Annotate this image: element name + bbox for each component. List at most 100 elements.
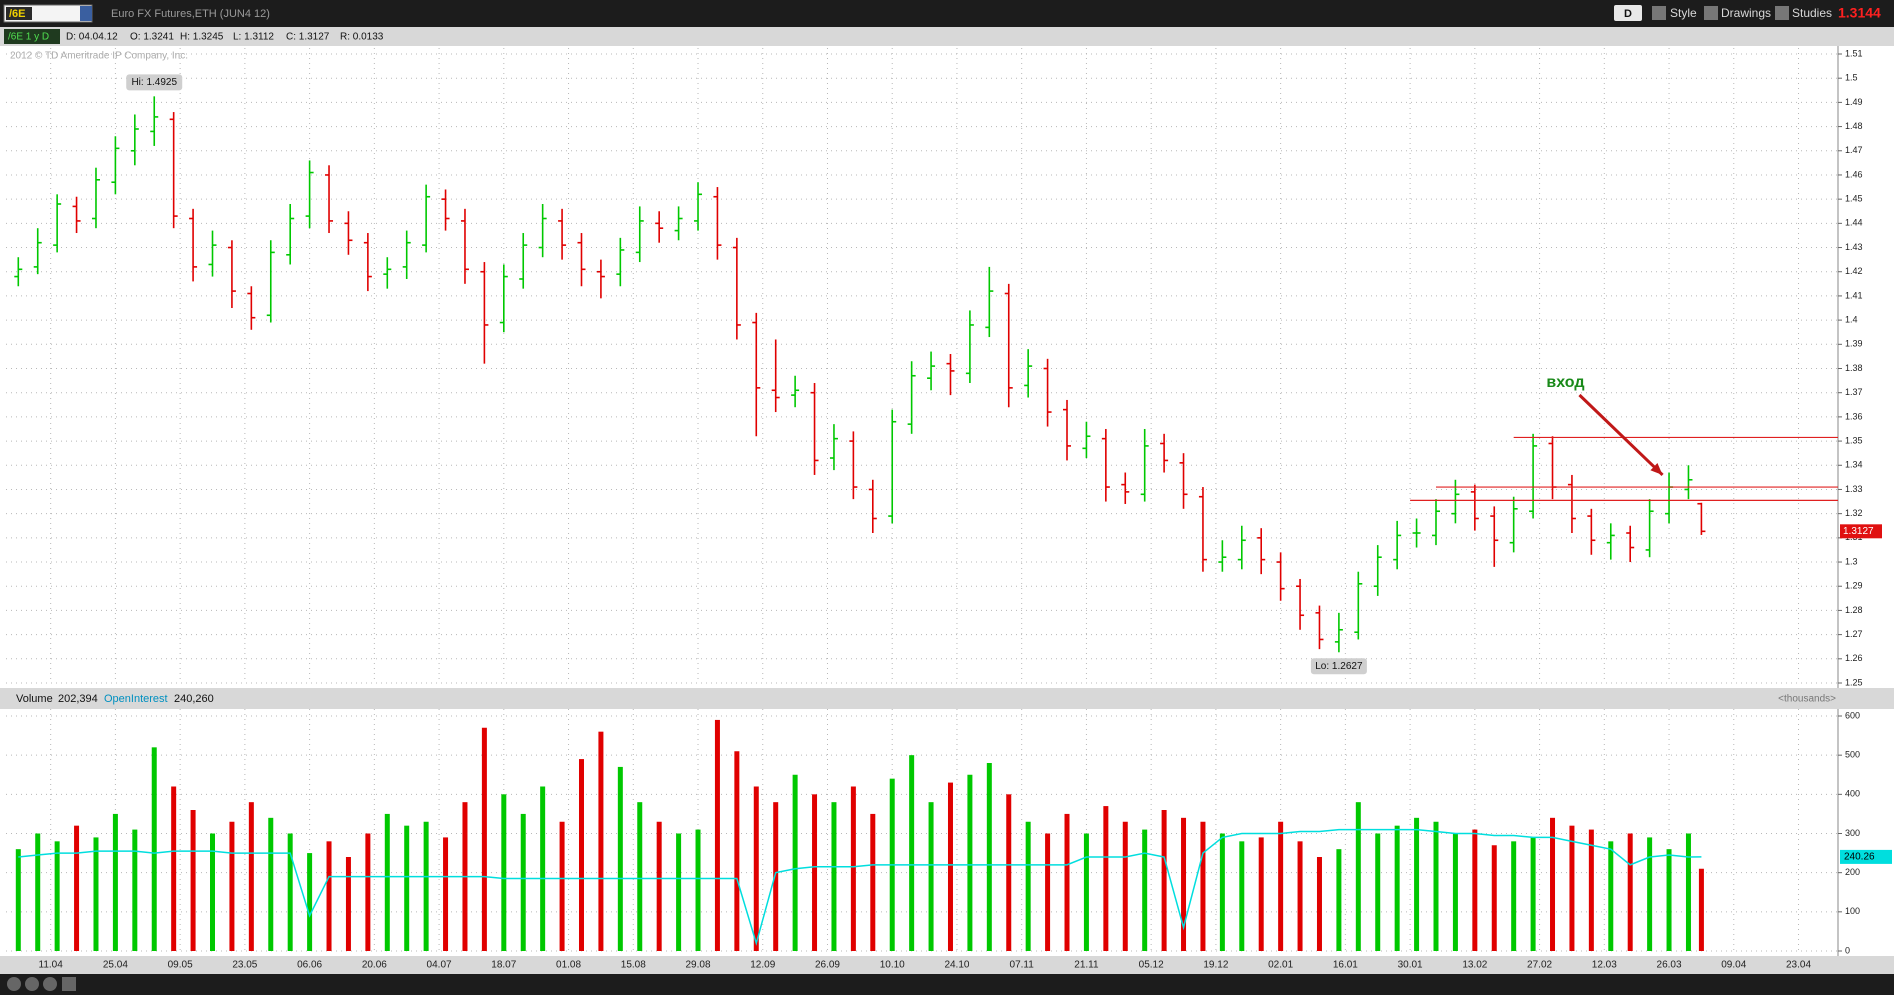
volume-bar bbox=[15, 849, 21, 951]
x-tick-label: 05.12 bbox=[1139, 960, 1164, 971]
y-tick-label: 1.49 bbox=[1845, 97, 1863, 107]
x-tick-label: 29.08 bbox=[686, 960, 711, 971]
toolbar bbox=[0, 0, 1894, 27]
volume-bar bbox=[1181, 817, 1187, 951]
zoom-fit[interactable] bbox=[43, 977, 57, 991]
y-tick-label: 1.41 bbox=[1845, 290, 1863, 300]
y-tick-label: 1.29 bbox=[1845, 581, 1863, 591]
y-tick-label: 1.28 bbox=[1845, 605, 1863, 615]
y-tick-label: 1.44 bbox=[1845, 218, 1863, 228]
y-tick-label: 200 bbox=[1845, 867, 1860, 877]
y-tick-label: 0 bbox=[1845, 945, 1850, 955]
x-tick-label: 12.09 bbox=[750, 960, 775, 971]
volume-bar bbox=[171, 786, 177, 951]
bottom-bar bbox=[0, 974, 1894, 995]
volume-title: Volume bbox=[16, 693, 53, 705]
volume-bar bbox=[35, 833, 41, 951]
x-tick-label: 23.04 bbox=[1786, 960, 1811, 971]
drawings-button[interactable]: Drawings bbox=[1721, 6, 1771, 20]
info-low: L: 1.3112 bbox=[233, 32, 274, 43]
x-tick-label: 27.02 bbox=[1527, 960, 1552, 971]
settings[interactable] bbox=[62, 977, 76, 991]
last-price: 1.3144 bbox=[1838, 5, 1881, 21]
info-high: H: 1.3245 bbox=[180, 32, 224, 43]
y-tick-label: 1.4 bbox=[1845, 314, 1858, 324]
volume-bar bbox=[1239, 841, 1245, 951]
y-tick-label: 1.34 bbox=[1845, 460, 1863, 470]
y-tick-label: 1.3 bbox=[1845, 556, 1858, 566]
price-panel bbox=[0, 46, 1894, 688]
volume-bar bbox=[190, 810, 196, 951]
volume-bar bbox=[1278, 821, 1284, 951]
last-close-tag bbox=[1840, 524, 1882, 539]
volume-bar bbox=[1647, 837, 1653, 951]
x-tick-label: 11.04 bbox=[39, 960, 64, 971]
description: Euro FX Futures,ETH (JUN4 12) bbox=[111, 8, 270, 20]
volume-bar bbox=[1608, 841, 1614, 951]
volume-bar bbox=[481, 727, 487, 951]
volume-bar bbox=[287, 833, 293, 951]
y-tick-label: 1.5 bbox=[1845, 73, 1858, 83]
volume-bar bbox=[559, 821, 565, 951]
volume-bar bbox=[1122, 821, 1128, 951]
zoom-out[interactable] bbox=[25, 977, 39, 991]
volume-bar bbox=[1569, 825, 1575, 951]
volume-bar bbox=[714, 719, 720, 951]
symbol-tag bbox=[6, 7, 32, 20]
volume-bar bbox=[578, 759, 584, 951]
zoom-in[interactable] bbox=[7, 977, 21, 991]
volume-units: <thousands> bbox=[1778, 694, 1836, 705]
volume-bar bbox=[1025, 821, 1031, 951]
oi-label: 240,260 bbox=[174, 693, 214, 705]
volume-bar bbox=[501, 794, 507, 951]
volume-header bbox=[0, 688, 1894, 709]
y-tick-label: 1.32 bbox=[1845, 508, 1863, 518]
volume-bar bbox=[1375, 833, 1381, 951]
volume-bar bbox=[792, 774, 798, 951]
volume-bar bbox=[1103, 806, 1109, 951]
info-close: C: 1.3127 bbox=[286, 32, 330, 43]
volume-bar bbox=[307, 853, 313, 951]
x-tick-label: 15.08 bbox=[621, 960, 646, 971]
style-button[interactable]: Style bbox=[1670, 6, 1697, 20]
volume-bar bbox=[637, 802, 643, 951]
x-tick-label: 24.10 bbox=[944, 960, 969, 971]
x-tick-label: 02.01 bbox=[1268, 960, 1293, 971]
chart-label-box bbox=[4, 29, 60, 44]
volume-bar bbox=[1316, 857, 1322, 951]
volume-bar bbox=[54, 841, 60, 951]
studies-button[interactable]: Studies bbox=[1792, 6, 1832, 20]
aggregation-button[interactable] bbox=[1614, 5, 1642, 21]
x-tick-label: 06.06 bbox=[297, 960, 322, 971]
volume-bar bbox=[928, 802, 934, 951]
y-tick-label: 1.51 bbox=[1845, 48, 1863, 58]
x-tick-label: 25.04 bbox=[103, 960, 128, 971]
volume-bar bbox=[1414, 817, 1420, 951]
y-tick-label: 100 bbox=[1845, 906, 1860, 916]
y-tick-label: 1.35 bbox=[1845, 435, 1863, 445]
volume-bar bbox=[1045, 833, 1051, 951]
y-tick-label: 1.39 bbox=[1845, 339, 1863, 349]
volume-bar bbox=[268, 817, 274, 951]
style-icon bbox=[1652, 6, 1666, 20]
info-open: O: 1.3241 bbox=[130, 32, 174, 43]
symbol-dropdown[interactable] bbox=[80, 6, 92, 21]
volume-bar bbox=[112, 813, 118, 951]
chart-label: /6E 1 y D bbox=[8, 32, 49, 43]
volume-bar bbox=[909, 755, 915, 951]
volume-bar bbox=[229, 821, 235, 951]
x-tick-label: 21.11 bbox=[1074, 960, 1099, 971]
volume-bar bbox=[1258, 837, 1264, 951]
y-tick-label: 1.38 bbox=[1845, 363, 1863, 373]
volume-bar bbox=[345, 857, 351, 951]
info-date: D: 04.04.12 bbox=[66, 32, 118, 43]
volume-bar bbox=[365, 833, 371, 951]
volume-panel bbox=[0, 709, 1894, 956]
volume-bar bbox=[1142, 829, 1148, 951]
x-tick-label: 18.07 bbox=[491, 960, 516, 971]
x-tick-label: 20.06 bbox=[362, 960, 387, 971]
y-tick-label: 1.37 bbox=[1845, 387, 1863, 397]
info-range: R: 0.0133 bbox=[340, 32, 384, 43]
volume-bar bbox=[1550, 817, 1556, 951]
